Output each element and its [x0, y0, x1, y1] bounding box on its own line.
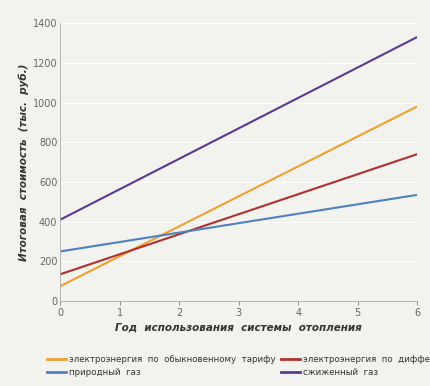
X-axis label: Год  использования  системы  отопления: Год использования системы отопления — [115, 322, 362, 332]
Legend: электроэнергия  по  обыкновенному  тарифу, природный  газ, электроэнергия  по  д: электроэнергия по обыкновенному тарифу, … — [47, 356, 430, 377]
Y-axis label: Итоговая  стоимость  (тыс.  руб.): Итоговая стоимость (тыс. руб.) — [18, 63, 29, 261]
